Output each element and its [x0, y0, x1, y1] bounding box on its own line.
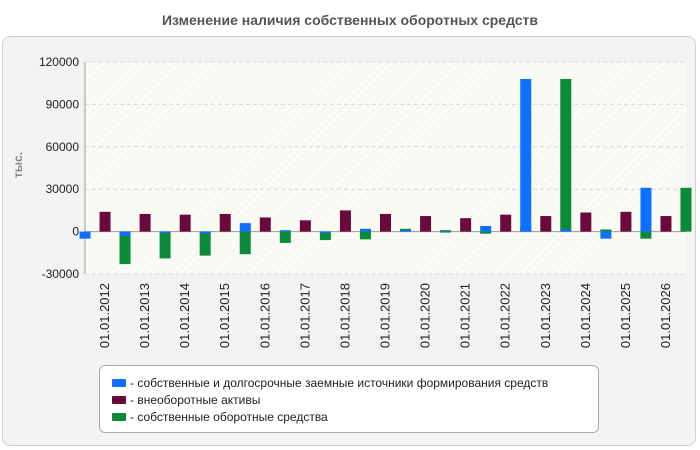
bar [380, 213, 391, 232]
bar [480, 225, 492, 232]
plot-area [85, 62, 686, 274]
bar [239, 223, 251, 232]
bar [620, 211, 632, 232]
bar [79, 231, 91, 239]
legend: - собственные и долгосрочные заемные ист… [99, 365, 599, 433]
bar [239, 231, 251, 255]
legend-swatch [112, 412, 126, 421]
bar [400, 230, 412, 232]
x-tick-label: 01.01.2018 [337, 283, 352, 348]
x-tick-label: 01.01.2023 [538, 283, 553, 348]
bar [179, 214, 191, 232]
bar [279, 231, 291, 243]
bar [159, 231, 171, 259]
bar [560, 78, 572, 232]
bar [360, 228, 371, 232]
bar [640, 231, 652, 239]
y-tick-label: 90000 [46, 97, 80, 111]
bar [139, 213, 151, 232]
x-tick-label: 01.01.2017 [297, 283, 312, 348]
bar [560, 229, 572, 232]
x-tick-label: 01.01.2026 [658, 283, 673, 348]
bar [359, 231, 371, 240]
x-tick-label: 01.01.2022 [498, 283, 513, 348]
y-tick-label: 120000 [39, 55, 79, 69]
bar [219, 213, 231, 232]
bar [99, 211, 111, 232]
x-tick-label: 01.01.2020 [418, 283, 433, 348]
x-tick-labels: 01.01.2012 01.01.2013 01.01.2014 01.01.2015… [97, 283, 673, 348]
legend-label: - внеоборотные активы [130, 392, 261, 407]
bar [520, 78, 532, 232]
x-tick-label: 01.01.2013 [137, 283, 152, 348]
bar [279, 230, 291, 232]
bar [440, 231, 452, 233]
bar [119, 231, 131, 265]
bar [600, 231, 612, 239]
legend-swatch [112, 378, 126, 387]
y-tick-label: 60000 [46, 140, 80, 154]
bar [259, 217, 271, 232]
y-tick-label: 0 [72, 225, 79, 239]
x-tick-label: 01.01.2025 [618, 283, 633, 348]
y-tick-label: -30000 [42, 267, 80, 281]
y-tick-labels: -30000 0 30000 60000 90000 120000 [39, 55, 79, 281]
legend-item: - собственные оборотные средства [112, 408, 598, 425]
bar [680, 187, 692, 232]
legend-item: - внеоборотные активы [112, 391, 598, 408]
bar [420, 216, 432, 232]
bar [339, 210, 351, 232]
bar [600, 229, 612, 232]
bar [119, 231, 131, 236]
x-tick-label: 01.01.2024 [578, 283, 593, 348]
x-tick-label: 01.01.2021 [458, 283, 473, 348]
legend-item: - собственные и долгосрочные заемные ист… [112, 374, 598, 391]
legend-label: - собственные оборотные средства [130, 409, 328, 424]
bar [480, 231, 492, 234]
y-tick-label: 30000 [46, 182, 80, 196]
y-axis-label: тыс. [11, 152, 25, 178]
bar [500, 214, 512, 232]
bar [199, 231, 211, 256]
bar [640, 187, 652, 232]
x-tick-label: 01.01.2016 [257, 283, 272, 348]
legend-label: - собственные и долгосрочные заемные ист… [130, 375, 549, 390]
chart-title: Изменение наличия собственных оборотных … [161, 12, 539, 28]
bar [159, 231, 171, 234]
bar [319, 231, 331, 241]
bar [319, 231, 331, 234]
x-tick-label: 01.01.2012 [97, 283, 112, 348]
x-tick-label: 01.01.2015 [217, 283, 232, 348]
bar [460, 218, 472, 232]
x-tick-label: 01.01.2019 [378, 283, 393, 348]
bar [199, 231, 211, 234]
bar [299, 220, 311, 232]
bar [440, 230, 452, 232]
legend-swatch [112, 395, 126, 404]
bar [580, 212, 592, 232]
x-tick-label: 01.01.2014 [177, 283, 192, 348]
bar [540, 216, 552, 232]
bars [79, 78, 692, 265]
bar [660, 216, 672, 232]
